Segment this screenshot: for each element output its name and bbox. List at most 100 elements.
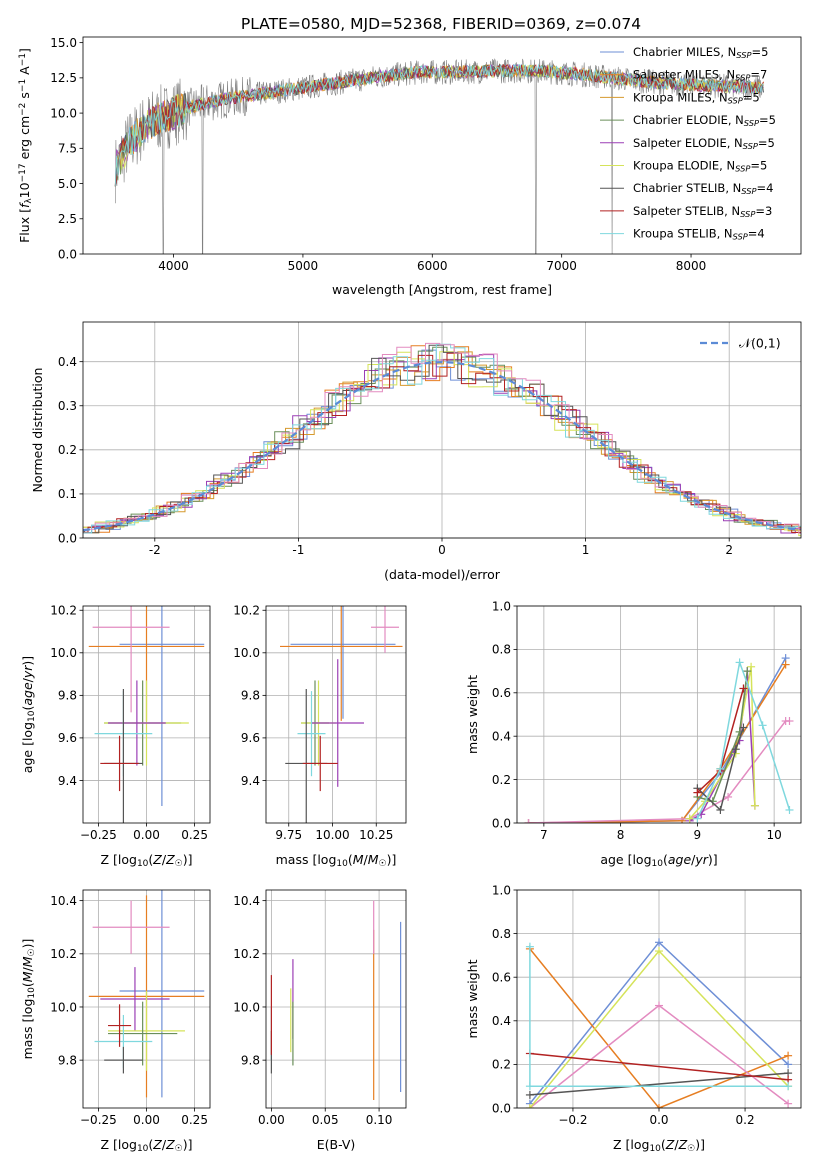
data-point <box>731 745 740 754</box>
y-tick-label: 0.8 <box>492 927 511 941</box>
y-tick-label: 9.8 <box>58 689 77 703</box>
y-tick-label: 9.4 <box>58 774 77 788</box>
massweight_vs_Z-frame <box>516 889 802 1109</box>
y-tick-label: 0.0 <box>58 247 77 261</box>
x-axis-label: Z [log10(Z/Z☉)] <box>100 1137 192 1154</box>
y-tick-label: 9.8 <box>241 1053 260 1067</box>
histogram-legend: 𝒩(0,1) <box>700 336 781 351</box>
y-tick-label: 0.8 <box>492 643 511 657</box>
data-point <box>750 801 759 810</box>
y-tick-label: 0.4 <box>492 1014 511 1028</box>
x-tick-label: 10.00 <box>315 828 349 842</box>
data-point <box>524 819 533 823</box>
y-tick-label: 10.4 <box>50 894 77 908</box>
data-point <box>655 938 663 947</box>
y-tick-label: 10.0 <box>233 1000 260 1014</box>
x-tick-label: −0.25 <box>80 1113 117 1127</box>
spectrum-model-line <box>114 63 764 187</box>
x-axis-label: mass [log10(M/M☉)] <box>276 852 397 869</box>
x-tick-label: 0.00 <box>133 828 160 842</box>
errorbar-point <box>100 735 139 792</box>
x-tick-label: 2 <box>725 543 733 557</box>
x-tick-label: 0.25 <box>181 828 208 842</box>
histogram-step <box>83 351 801 537</box>
data-point <box>739 723 748 732</box>
data-point <box>708 797 717 806</box>
series-line <box>529 1052 789 1081</box>
series-line <box>696 727 745 812</box>
data-point <box>735 658 744 667</box>
spectrum-frame <box>82 36 802 255</box>
x-tick-label: -1 <box>292 543 304 557</box>
x-tick-label: 0.00 <box>133 1113 160 1127</box>
x-tick-label: 0.00 <box>258 1113 285 1127</box>
y-tick-label: 10.2 <box>233 947 260 961</box>
age_vs_mass-axes: 9.75 10.00 10.25 9.4 9.6 9.8 10.0 10.2 <box>233 604 406 842</box>
data-point <box>716 805 725 814</box>
legend-label: Chabrier ELODIE, NSSP=5 <box>633 113 776 128</box>
y-tick-label: 10.2 <box>233 604 260 618</box>
x-tick-label: 0.05 <box>312 1113 339 1127</box>
data-point <box>655 1001 663 1010</box>
age_vs_mass-plot <box>280 606 403 823</box>
y-tick-label: 0.3 <box>58 399 77 413</box>
legend-label: Kroupa MILES, NSSP=5 <box>633 90 760 105</box>
legend-label: Salpeter STELIB, NSSP=3 <box>633 204 772 219</box>
data-point <box>781 660 790 669</box>
y-tick-label: 10.2 <box>50 604 77 618</box>
x-axis-label: wavelength [Angstrom, rest frame] <box>332 282 552 297</box>
x-tick-label: 6000 <box>417 259 448 273</box>
y-tick-label: 0.6 <box>492 686 511 700</box>
massweight_vs_age-frame <box>516 605 802 824</box>
mass_vs_Z-frame <box>82 889 211 1109</box>
normal-curve <box>83 360 799 532</box>
x-tick-label: 4000 <box>158 259 189 273</box>
age_vs_Z-frame <box>82 605 211 824</box>
data-point <box>739 684 748 693</box>
y-tick-label: 7.5 <box>58 142 77 156</box>
errorbar-point <box>297 691 326 777</box>
data-point <box>747 662 756 671</box>
legend-label: Salpeter ELODIE, NSSP=5 <box>633 136 775 151</box>
data-point <box>784 1060 793 1069</box>
spectrum-legend: Chabrier MILES, NSSP=5 Salpeter MILES, NS… <box>600 45 776 242</box>
data-point <box>525 942 534 951</box>
age_vs_Z-plot <box>88 606 205 823</box>
data-point <box>784 1051 793 1060</box>
errorbar-point <box>290 606 396 719</box>
errorbar-point <box>92 900 170 954</box>
x-tick-label: 0.10 <box>366 1113 393 1127</box>
errorbar-point <box>108 1004 132 1047</box>
errorbar-point <box>100 967 170 1031</box>
x-axis-label: (data-model)/error <box>384 567 501 582</box>
errorbar-point <box>108 680 166 766</box>
x-tick-label: 0 <box>438 543 446 557</box>
x-axis-label: Z [log10(Z/Z☉)] <box>613 1137 705 1154</box>
massweight_vs_Z-plot <box>525 938 793 1108</box>
y-tick-label: 9.8 <box>241 689 260 703</box>
y-tick-label: 9.4 <box>241 774 260 788</box>
legend-label: Chabrier STELIB, NSSP=4 <box>633 181 773 196</box>
mass_vs_ebv-plot <box>270 900 402 1101</box>
spectrum-axes: 4000 5000 6000 7000 8000 0.0 2.5 5.0 7.5 10.0 12.5… <box>50 36 706 273</box>
y-tick-label: 0.2 <box>492 1058 511 1072</box>
x-tick-label: 1 <box>582 543 590 557</box>
mass_vs_ebv-axes: 0.00 0.05 0.10 9.8 10.0 10.2 10.4 <box>233 890 406 1127</box>
massweight_vs_age-plot <box>524 654 794 823</box>
x-tick-label: 9 <box>694 828 702 842</box>
data-point <box>785 717 794 726</box>
y-tick-label: 0.4 <box>58 355 77 369</box>
data-point <box>784 1099 793 1108</box>
series-line <box>697 671 749 803</box>
data-point <box>693 788 702 797</box>
y-tick-label: 10.0 <box>50 1000 77 1014</box>
data-point <box>685 814 694 823</box>
massweight_vs_Z-axes: −0.2 0.0 0.2 0.0 0.2 0.4 0.6 0.8 1.0 <box>492 883 801 1127</box>
y-tick-label: 10.4 <box>233 894 260 908</box>
data-point <box>784 1082 793 1091</box>
x-axis-label: E(B-V) <box>317 1137 356 1152</box>
y-tick-label: 0.4 <box>492 730 511 744</box>
histogram-step <box>83 344 801 534</box>
x-tick-label: 0.2 <box>736 1113 755 1127</box>
x-tick-label: 0.0 <box>649 1113 668 1127</box>
